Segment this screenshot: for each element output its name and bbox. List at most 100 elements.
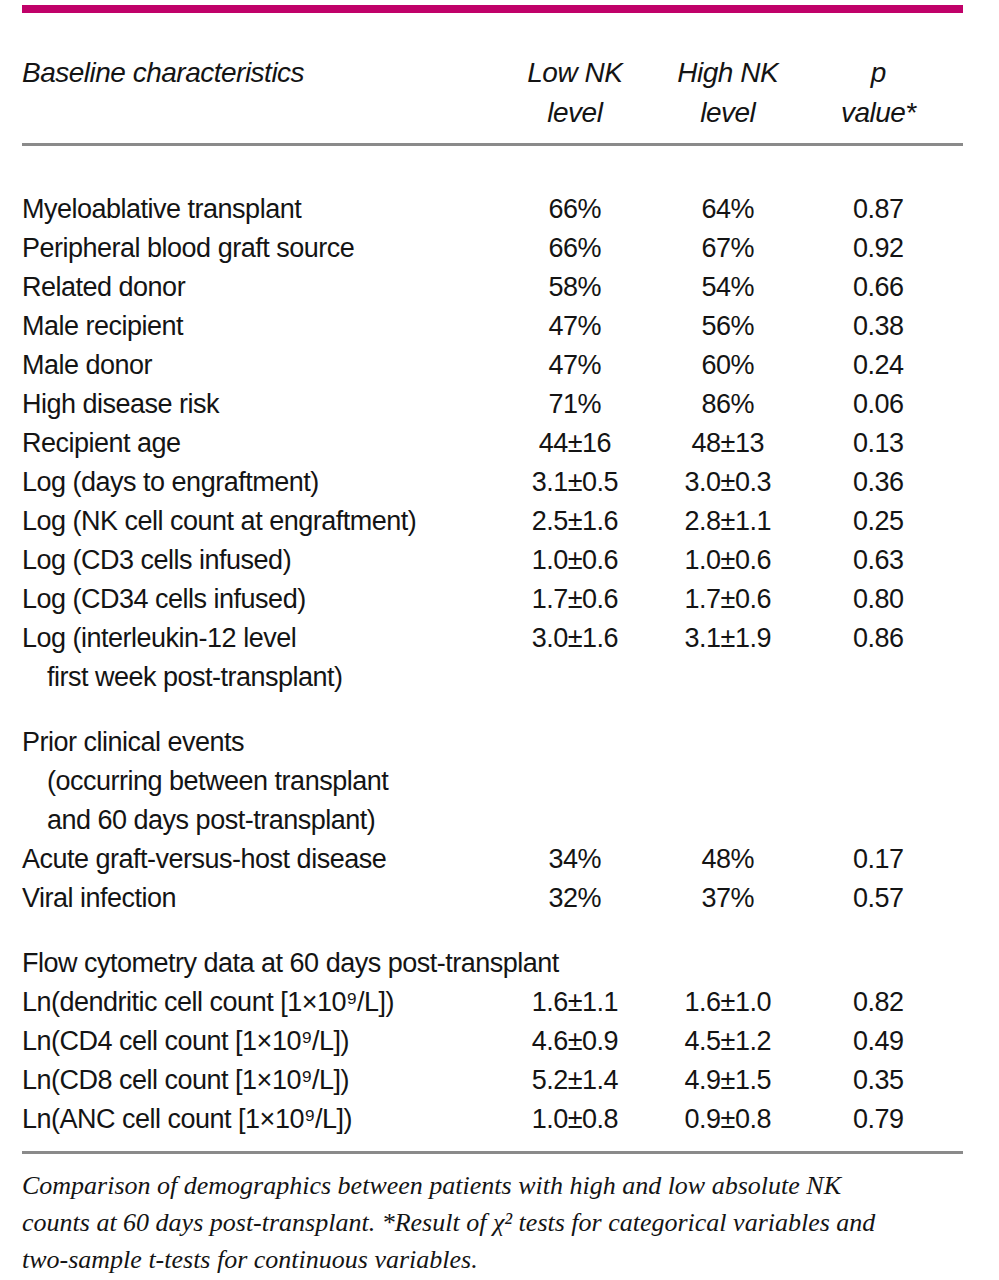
high-nk-value: 37% xyxy=(662,879,794,918)
header-low-nk-level: Low NK level xyxy=(488,53,662,145)
row-label-cell: Log (interleukin-12 levelfirst week post… xyxy=(22,619,488,697)
row-label-line: Related donor xyxy=(22,268,488,307)
row-label-line: Male donor xyxy=(22,346,488,385)
low-nk-value: 1.0±0.6 xyxy=(488,541,662,580)
row-label-line: Ln(dendritic cell count [1×10⁹/L]) xyxy=(22,983,488,1022)
row-label-line: High disease risk xyxy=(22,385,488,424)
p-value: 0.25 xyxy=(794,502,963,541)
header-line: Low NK xyxy=(488,53,662,93)
p-value: 0.80 xyxy=(794,580,963,619)
low-nk-value: 47% xyxy=(488,307,662,346)
row-label-cell: Male recipient xyxy=(22,307,488,346)
row-label-line: Log (CD3 cells infused) xyxy=(22,541,488,580)
p-value: 0.86 xyxy=(794,619,963,697)
low-nk-value: 44±16 xyxy=(488,424,662,463)
row-label-line: Flow cytometry data at 60 days post-tran… xyxy=(22,944,963,983)
high-nk-value: 48% xyxy=(662,840,794,879)
table-row: Ln(ANC cell count [1×10⁹/L])1.0±0.80.9±0… xyxy=(22,1100,963,1139)
bottom-rule xyxy=(22,1151,963,1154)
p-value: 0.13 xyxy=(794,424,963,463)
row-label-cell: Acute graft-versus-host disease xyxy=(22,840,488,879)
row-label-cell: Myeloablative transplant xyxy=(22,145,488,230)
table-row: Log (CD3 cells infused)1.0±0.61.0±0.60.6… xyxy=(22,541,963,580)
p-value: 0.35 xyxy=(794,1061,963,1100)
header-line: High NK xyxy=(662,53,794,93)
row-label-line: and 60 days post-transplant) xyxy=(22,801,963,840)
header-line: p xyxy=(794,53,963,93)
row-label-line: Ln(ANC cell count [1×10⁹/L]) xyxy=(22,1100,488,1139)
table-caption: Comparison of demographics between patie… xyxy=(22,1167,963,1278)
low-nk-value: 1.6±1.1 xyxy=(488,983,662,1022)
row-label-line: Prior clinical events xyxy=(22,723,963,762)
row-label-line: Log (NK cell count at engraftment) xyxy=(22,502,488,541)
high-nk-value: 48±13 xyxy=(662,424,794,463)
header-baseline-characteristics: Baseline characteristics xyxy=(22,53,488,145)
high-nk-value: 3.1±1.9 xyxy=(662,619,794,697)
row-label-cell: Ln(CD4 cell count [1×10⁹/L]) xyxy=(22,1022,488,1061)
table-row: Ln(dendritic cell count [1×10⁹/L])1.6±1.… xyxy=(22,983,963,1022)
low-nk-value: 2.5±1.6 xyxy=(488,502,662,541)
high-nk-value: 1.0±0.6 xyxy=(662,541,794,580)
low-nk-value: 47% xyxy=(488,346,662,385)
high-nk-value: 0.9±0.8 xyxy=(662,1100,794,1139)
row-label-line: Log (interleukin-12 level xyxy=(22,619,488,658)
row-label-line: Recipient age xyxy=(22,424,488,463)
p-value: 0.79 xyxy=(794,1100,963,1139)
high-nk-value: 1.6±1.0 xyxy=(662,983,794,1022)
accent-bar xyxy=(22,5,963,13)
high-nk-value: 4.5±1.2 xyxy=(662,1022,794,1061)
row-label-cell: Flow cytometry data at 60 days post-tran… xyxy=(22,944,963,983)
low-nk-value: 66% xyxy=(488,229,662,268)
page: Baseline characteristics Low NK level Hi… xyxy=(0,0,999,1280)
header-line: value* xyxy=(794,93,963,133)
p-value: 0.57 xyxy=(794,879,963,918)
table-row: Related donor58%54%0.66 xyxy=(22,268,963,307)
header-p-value: p value* xyxy=(794,53,963,145)
low-nk-value: 58% xyxy=(488,268,662,307)
caption-line: counts at 60 days post-transplant. *Resu… xyxy=(22,1204,963,1241)
high-nk-value: 2.8±1.1 xyxy=(662,502,794,541)
high-nk-value: 3.0±0.3 xyxy=(662,463,794,502)
table-row: Log (days to engraftment)3.1±0.53.0±0.30… xyxy=(22,463,963,502)
table-row: Viral infection32%37%0.57 xyxy=(22,879,963,918)
high-nk-value: 1.7±0.6 xyxy=(662,580,794,619)
row-label-cell: Log (CD3 cells infused) xyxy=(22,541,488,580)
p-value: 0.49 xyxy=(794,1022,963,1061)
spacer-cell xyxy=(22,697,963,723)
header-row: Baseline characteristics Low NK level Hi… xyxy=(22,53,963,145)
table-row: Peripheral blood graft source66%67%0.92 xyxy=(22,229,963,268)
table-row: Male recipient47%56%0.38 xyxy=(22,307,963,346)
row-label-cell: Recipient age xyxy=(22,424,488,463)
low-nk-value: 5.2±1.4 xyxy=(488,1061,662,1100)
row-label-line: Acute graft-versus-host disease xyxy=(22,840,488,879)
row-label-cell: Log (NK cell count at engraftment) xyxy=(22,502,488,541)
section-header-row: Flow cytometry data at 60 days post-tran… xyxy=(22,944,963,983)
high-nk-value: 4.9±1.5 xyxy=(662,1061,794,1100)
table-row: Log (CD34 cells infused)1.7±0.61.7±0.60.… xyxy=(22,580,963,619)
p-value: 0.24 xyxy=(794,346,963,385)
high-nk-value: 67% xyxy=(662,229,794,268)
table-row: Ln(CD8 cell count [1×10⁹/L])5.2±1.44.9±1… xyxy=(22,1061,963,1100)
table-row: Ln(CD4 cell count [1×10⁹/L])4.6±0.94.5±1… xyxy=(22,1022,963,1061)
row-label-cell: Ln(dendritic cell count [1×10⁹/L]) xyxy=(22,983,488,1022)
row-label-cell: Ln(ANC cell count [1×10⁹/L]) xyxy=(22,1100,488,1139)
header-label-line: Baseline characteristics xyxy=(22,53,488,93)
p-value: 0.06 xyxy=(794,385,963,424)
spacer-cell xyxy=(22,918,963,944)
table-row: Log (NK cell count at engraftment)2.5±1.… xyxy=(22,502,963,541)
table-row: Acute graft-versus-host disease34%48%0.1… xyxy=(22,840,963,879)
table-row: Male donor47%60%0.24 xyxy=(22,346,963,385)
row-label-line: Log (days to engraftment) xyxy=(22,463,488,502)
low-nk-value: 34% xyxy=(488,840,662,879)
p-value: 0.92 xyxy=(794,229,963,268)
row-label-line: Ln(CD4 cell count [1×10⁹/L]) xyxy=(22,1022,488,1061)
low-nk-value: 66% xyxy=(488,145,662,230)
row-label-cell: Ln(CD8 cell count [1×10⁹/L]) xyxy=(22,1061,488,1100)
row-label-line: (occurring between transplant xyxy=(22,762,963,801)
p-value: 0.87 xyxy=(794,145,963,230)
low-nk-value: 71% xyxy=(488,385,662,424)
high-nk-value: 60% xyxy=(662,346,794,385)
low-nk-value: 1.0±0.8 xyxy=(488,1100,662,1139)
low-nk-value: 32% xyxy=(488,879,662,918)
row-label-line: first week post-transplant) xyxy=(22,658,488,697)
